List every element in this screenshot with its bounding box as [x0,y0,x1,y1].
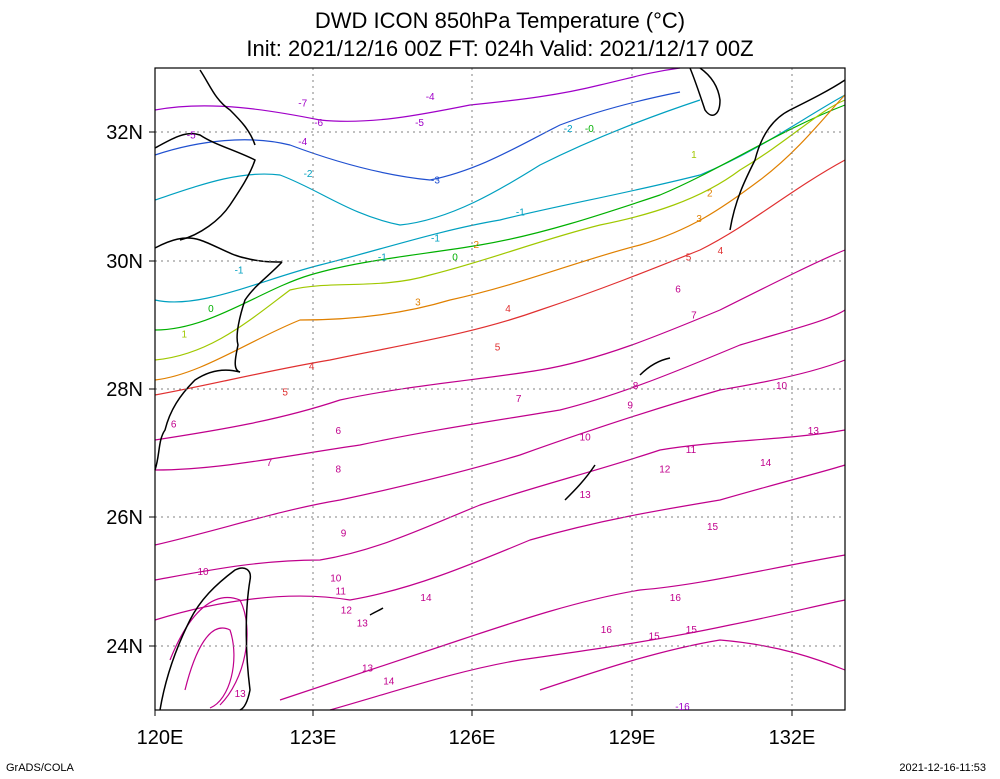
contour-label: 14 [760,458,772,469]
chart-title: DWD ICON 850hPa Temperature (°C) [314,8,686,33]
contour-label: 10 [330,574,342,585]
contour-label: 14 [420,593,432,604]
contour-label: 13 [580,490,592,501]
y-tick-label: 30N [106,251,143,273]
contour-label: 1 [182,330,188,341]
contour-label: 8 [336,465,342,476]
contour-label: 5 [282,387,288,398]
contour-label: -5 [187,131,196,142]
y-tick-label: 26N [106,507,143,529]
contour-label: -4 [426,92,435,103]
contour-label: 9 [627,400,633,411]
contour-label: 11 [686,445,697,456]
contour-label: 13 [362,664,374,675]
contour-label: 12 [341,606,353,617]
contour-label: 16 [670,593,682,604]
contour-label: 4 [718,246,724,257]
contour-label: 9 [341,529,347,540]
x-tick-label: 123E [290,727,337,749]
contour-label: 11 [336,586,347,597]
contour-label: 5 [495,343,501,354]
contour-label: 13 [235,689,247,700]
contour-label: 10 [776,381,788,392]
contour-lines [154,67,846,711]
x-tick-label: 126E [449,727,496,749]
contour-label: 6 [675,285,681,296]
contour-label: -2 [304,169,313,180]
coastlines [154,67,846,711]
contour-label: -0 [585,124,594,135]
contour-label: 13 [357,619,369,630]
contour-label: 6 [171,420,177,431]
contour-label: 0 [452,253,458,264]
contour-label: 3 [696,214,702,225]
map-grid [155,68,845,710]
chart-subtitle: Init: 2021/12/16 00Z FT: 024h Valid: 202… [246,36,754,61]
contour-label: 8 [633,381,639,392]
contour-label: 12 [659,465,671,476]
x-tick-label: 129E [609,727,656,749]
x-tick-label: 120E [137,727,184,749]
contour-label: 10 [580,432,592,443]
contour-label: 5 [686,253,692,264]
contour-label: -1 [516,208,525,219]
contour-label: 3 [415,298,421,309]
contour-label: 10 [198,567,210,578]
y-tick-label: 24N [106,636,143,658]
contour-label: -1 [431,233,440,244]
axis-ticks [149,131,793,716]
contour-label: -1 [235,265,244,276]
contour-label: -16 [675,702,690,713]
contour-label: 15 [707,522,719,533]
contour-label: 6 [336,426,342,437]
timestamp: 2021-12-16-11:53 [899,762,986,774]
contour-label: 16 [601,625,613,636]
contour-label: 15 [649,631,661,642]
credit-text: GrADS/COLA [6,762,74,774]
contour-label: 7 [691,310,697,321]
y-tick-label: 28N [106,379,143,401]
contour-label: -4 [298,137,307,148]
y-tick-label: 32N [106,122,143,144]
contour-label: 7 [267,458,273,469]
contour-label: -7 [298,99,307,110]
contour-label: 13 [808,426,820,437]
contour-label: 2 [707,188,713,199]
contour-label: 4 [505,304,511,315]
contour-label: -6 [314,118,323,129]
contour-label: 4 [309,362,315,373]
contour-label: -1 [378,253,387,264]
contour-label: 7 [516,394,522,405]
contour-label: -5 [415,118,424,129]
contour-labels: -7-4-6-5-5-4-2 -0-2-3-1-1-1-1 021234501344… [171,92,819,713]
contour-label: 1 [691,150,697,161]
x-tick-label: 132E [769,727,816,749]
contour-label: 14 [383,676,395,687]
contour-label: 0 [208,304,214,315]
contour-label: -2 [564,124,573,135]
contour-label: -3 [431,176,440,187]
contour-label: 2 [474,240,480,251]
contour-label: 15 [686,625,698,636]
